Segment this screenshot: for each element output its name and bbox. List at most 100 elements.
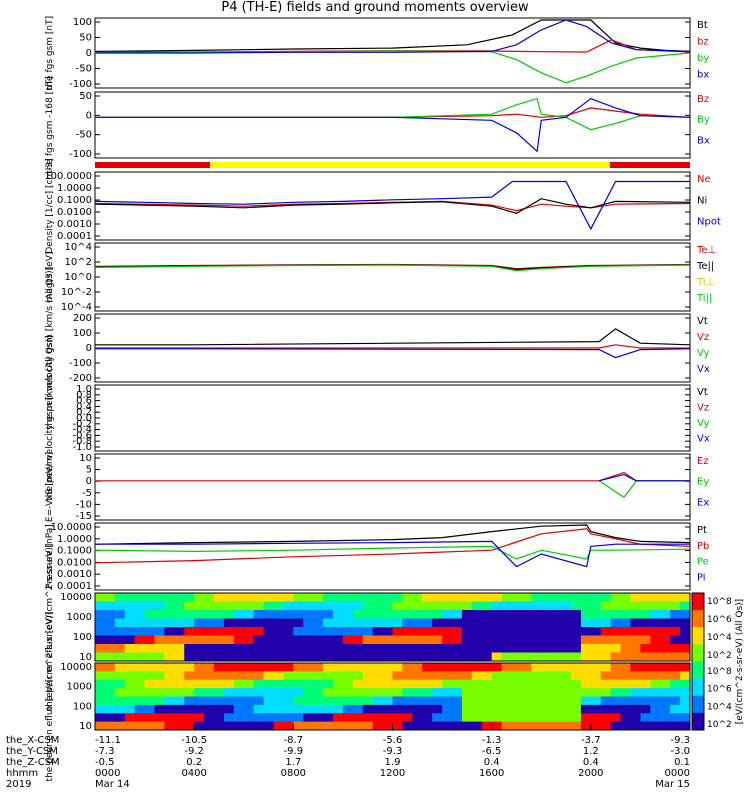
panel-2: Density [1/cc] [cm-3]100.00001.00000.100…	[44, 158, 721, 253]
heatmap-cell	[194, 652, 205, 662]
heatmap-cell	[382, 721, 393, 731]
legend-1: Ey	[697, 477, 709, 488]
heatmap-cell	[134, 663, 146, 672]
colorbar-swatch	[692, 695, 704, 714]
heatmap-cell	[104, 671, 116, 681]
heatmap-cell	[452, 618, 463, 628]
heatmap-cell	[640, 713, 651, 723]
heatmap-cell	[273, 679, 284, 689]
heatmap-cell	[432, 635, 443, 645]
heatmap-cell	[283, 688, 294, 697]
heatmap-cell	[293, 644, 304, 653]
heatmap-cell	[471, 663, 483, 672]
heatmap-cell	[303, 593, 314, 602]
y-tick-label: 10.0000	[51, 522, 92, 533]
heatmap-cell	[362, 713, 374, 723]
legend-1: By	[697, 115, 710, 126]
heatmap-cell	[184, 679, 195, 689]
heatmap-cell	[114, 601, 126, 611]
heatmap-cell	[382, 696, 393, 706]
legend-0: Vt	[697, 387, 708, 398]
heatmap-cell	[501, 679, 512, 689]
heatmap-cell	[600, 618, 612, 628]
heatmap-cell	[491, 610, 503, 619]
heatmap-cell	[561, 652, 572, 662]
heatmap-cell	[223, 679, 235, 689]
heatmap-cell	[95, 696, 106, 706]
heatmap-cell	[95, 663, 106, 672]
colorbar-tick: 10^2	[707, 720, 732, 730]
x-row-value: Mar 14	[95, 779, 130, 790]
heatmap-cell	[114, 704, 126, 714]
heatmap-cell	[382, 688, 393, 697]
heatmap-cell	[134, 679, 146, 689]
heatmap-cell	[164, 679, 175, 689]
y-tick-label: -50	[76, 130, 92, 141]
y-tick-label: -0.2	[72, 419, 92, 430]
x-row-value: -9.2	[184, 746, 204, 757]
heatmap-cell	[144, 721, 155, 731]
legend-0: Te⊥	[696, 245, 716, 256]
heatmap-cell	[333, 663, 344, 672]
heatmap-cell	[610, 644, 622, 653]
heatmap-cell	[233, 696, 245, 706]
heatmap-cell	[204, 610, 215, 619]
heatmap-cell	[580, 593, 592, 602]
heatmap-cell	[95, 618, 106, 628]
heatmap-cell	[461, 601, 473, 611]
heatmap-cell	[283, 696, 294, 706]
heatmap-cell	[610, 663, 622, 672]
heatmap-cell	[580, 663, 592, 672]
x-row-value: 0.4	[484, 757, 500, 768]
heatmap-cell	[313, 696, 324, 706]
heatmap-cell	[590, 696, 602, 706]
heatmap-cell	[144, 610, 155, 619]
heatmap-cell	[283, 721, 294, 731]
heatmap-cell	[154, 601, 165, 611]
heatmap-cell	[521, 696, 532, 706]
heatmap-cell	[243, 688, 255, 697]
heatmap-cell	[253, 721, 265, 731]
y-tick-label: -5	[82, 488, 92, 499]
heatmap-cell	[551, 601, 562, 611]
heatmap-cell	[253, 627, 265, 636]
heatmap-cell	[263, 627, 274, 636]
heatmap-cell	[243, 618, 255, 628]
x-row-value: -8.7	[284, 735, 304, 746]
y-tick-label: 100	[73, 17, 92, 28]
heatmap-cell	[590, 635, 602, 645]
heatmap-cell	[590, 618, 602, 628]
heatmap-cell	[124, 644, 136, 653]
heatmap-cell	[243, 721, 255, 731]
heatmap-cell	[382, 713, 393, 723]
y-tick-label: 0.0001	[57, 581, 92, 592]
heatmap-cell	[382, 644, 393, 653]
heatmap-cell	[243, 652, 255, 662]
heatmap-cell	[650, 635, 661, 645]
heatmap-cell	[422, 618, 433, 628]
x-row-value: 0000	[95, 768, 120, 779]
heatmap-cell	[164, 601, 175, 611]
colorbar-tick: 10^8	[707, 597, 732, 607]
heatmap-cell	[95, 713, 106, 723]
heatmap-cell	[531, 663, 542, 672]
heatmap-cell	[610, 635, 622, 645]
heatmap-cell	[293, 721, 304, 731]
x-row-value: -3.7	[581, 735, 601, 746]
heatmap-cell	[333, 688, 344, 697]
heatmap-cell	[471, 618, 483, 628]
heatmap-cell	[144, 618, 155, 628]
heatmap-cell	[134, 688, 146, 697]
x-row-value: -3.0	[670, 746, 690, 757]
heatmap-cell	[600, 652, 612, 662]
series-line-Bx	[95, 98, 690, 153]
heatmap-cell	[610, 618, 622, 628]
heatmap-cell	[630, 679, 641, 689]
heatmap-cell	[263, 663, 274, 672]
heatmap-cell	[223, 610, 235, 619]
heatmap-cell	[273, 627, 284, 636]
heatmap-cell	[253, 713, 265, 723]
heatmap-cell	[303, 618, 314, 628]
heatmap-cell	[372, 713, 384, 723]
heatmap-cell	[174, 721, 185, 731]
